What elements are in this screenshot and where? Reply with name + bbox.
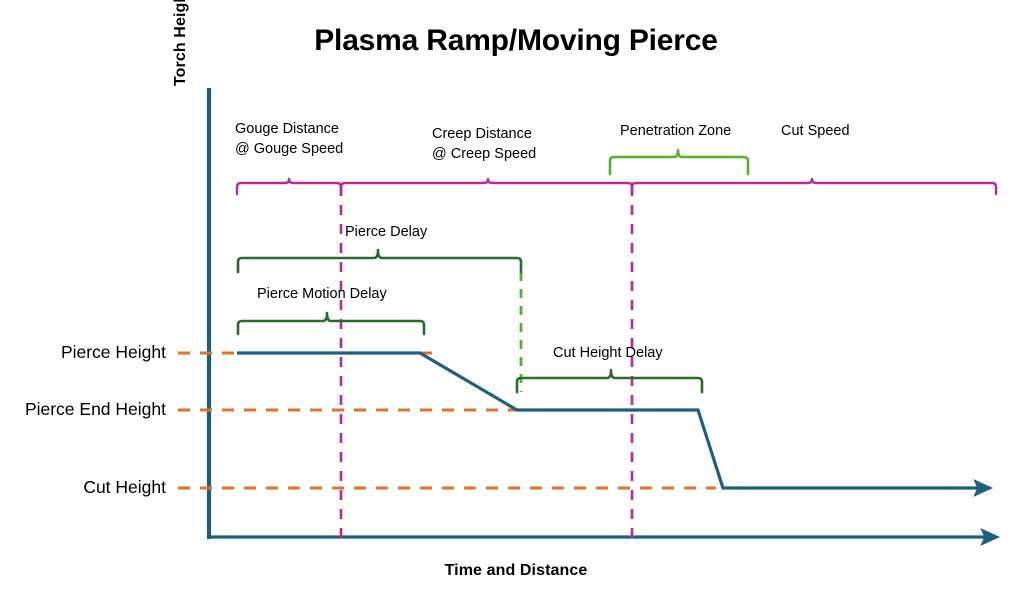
cut-height-delay-label: Cut Height Delay — [553, 345, 663, 361]
pierce-motion-delay-label: Pierce Motion Delay — [257, 286, 387, 302]
creep-distance-line2: @ Creep Speed — [432, 146, 537, 162]
creep-distance-annotation: Creep Distance @ Creep Speed — [432, 124, 536, 164]
gouge-distance-brace — [235, 177, 343, 196]
cut-height-label: Cut Height — [83, 477, 166, 497]
cut-speed-brace — [630, 177, 998, 196]
creep-distance-line1: Creep Distance — [432, 126, 532, 142]
creep-distance-brace — [339, 177, 634, 196]
cut-speed-label: Cut Speed — [781, 123, 850, 139]
pierce-end-height-label: Pierce End Height — [24, 399, 166, 419]
x-axis-title: Time and Distance — [444, 562, 588, 579]
axes-group — [206, 88, 1001, 546]
speed-phase-brace-group — [235, 177, 998, 196]
pierce-delay-label: Pierce Delay — [345, 224, 428, 240]
penetration-zone-brace — [608, 148, 750, 176]
pierce-motion-delay-brace — [236, 311, 426, 336]
page-title: Plasma Ramp/Moving Pierce — [314, 24, 718, 57]
y-axis-title: Torch Height — [172, 0, 189, 86]
timing-brace-group — [236, 248, 704, 394]
pierce-height-label: Pierce Height — [60, 342, 166, 362]
event-marker-lines — [339, 186, 634, 539]
level-reference-lines — [178, 351, 716, 490]
torch-height-curve-group — [237, 351, 994, 497]
cut-height-delay-brace — [515, 368, 704, 394]
gouge-distance-annotation: Gouge Distance @ Gouge Speed — [235, 119, 343, 159]
pierce-delay-brace — [236, 248, 523, 274]
penetration-zone-brace-group — [608, 148, 750, 176]
penetration-zone-label: Penetration Zone — [620, 123, 732, 139]
gouge-distance-line1: Gouge Distance — [235, 121, 339, 137]
gouge-distance-line2: @ Gouge Speed — [235, 141, 344, 157]
torch-height-curve — [237, 351, 994, 497]
